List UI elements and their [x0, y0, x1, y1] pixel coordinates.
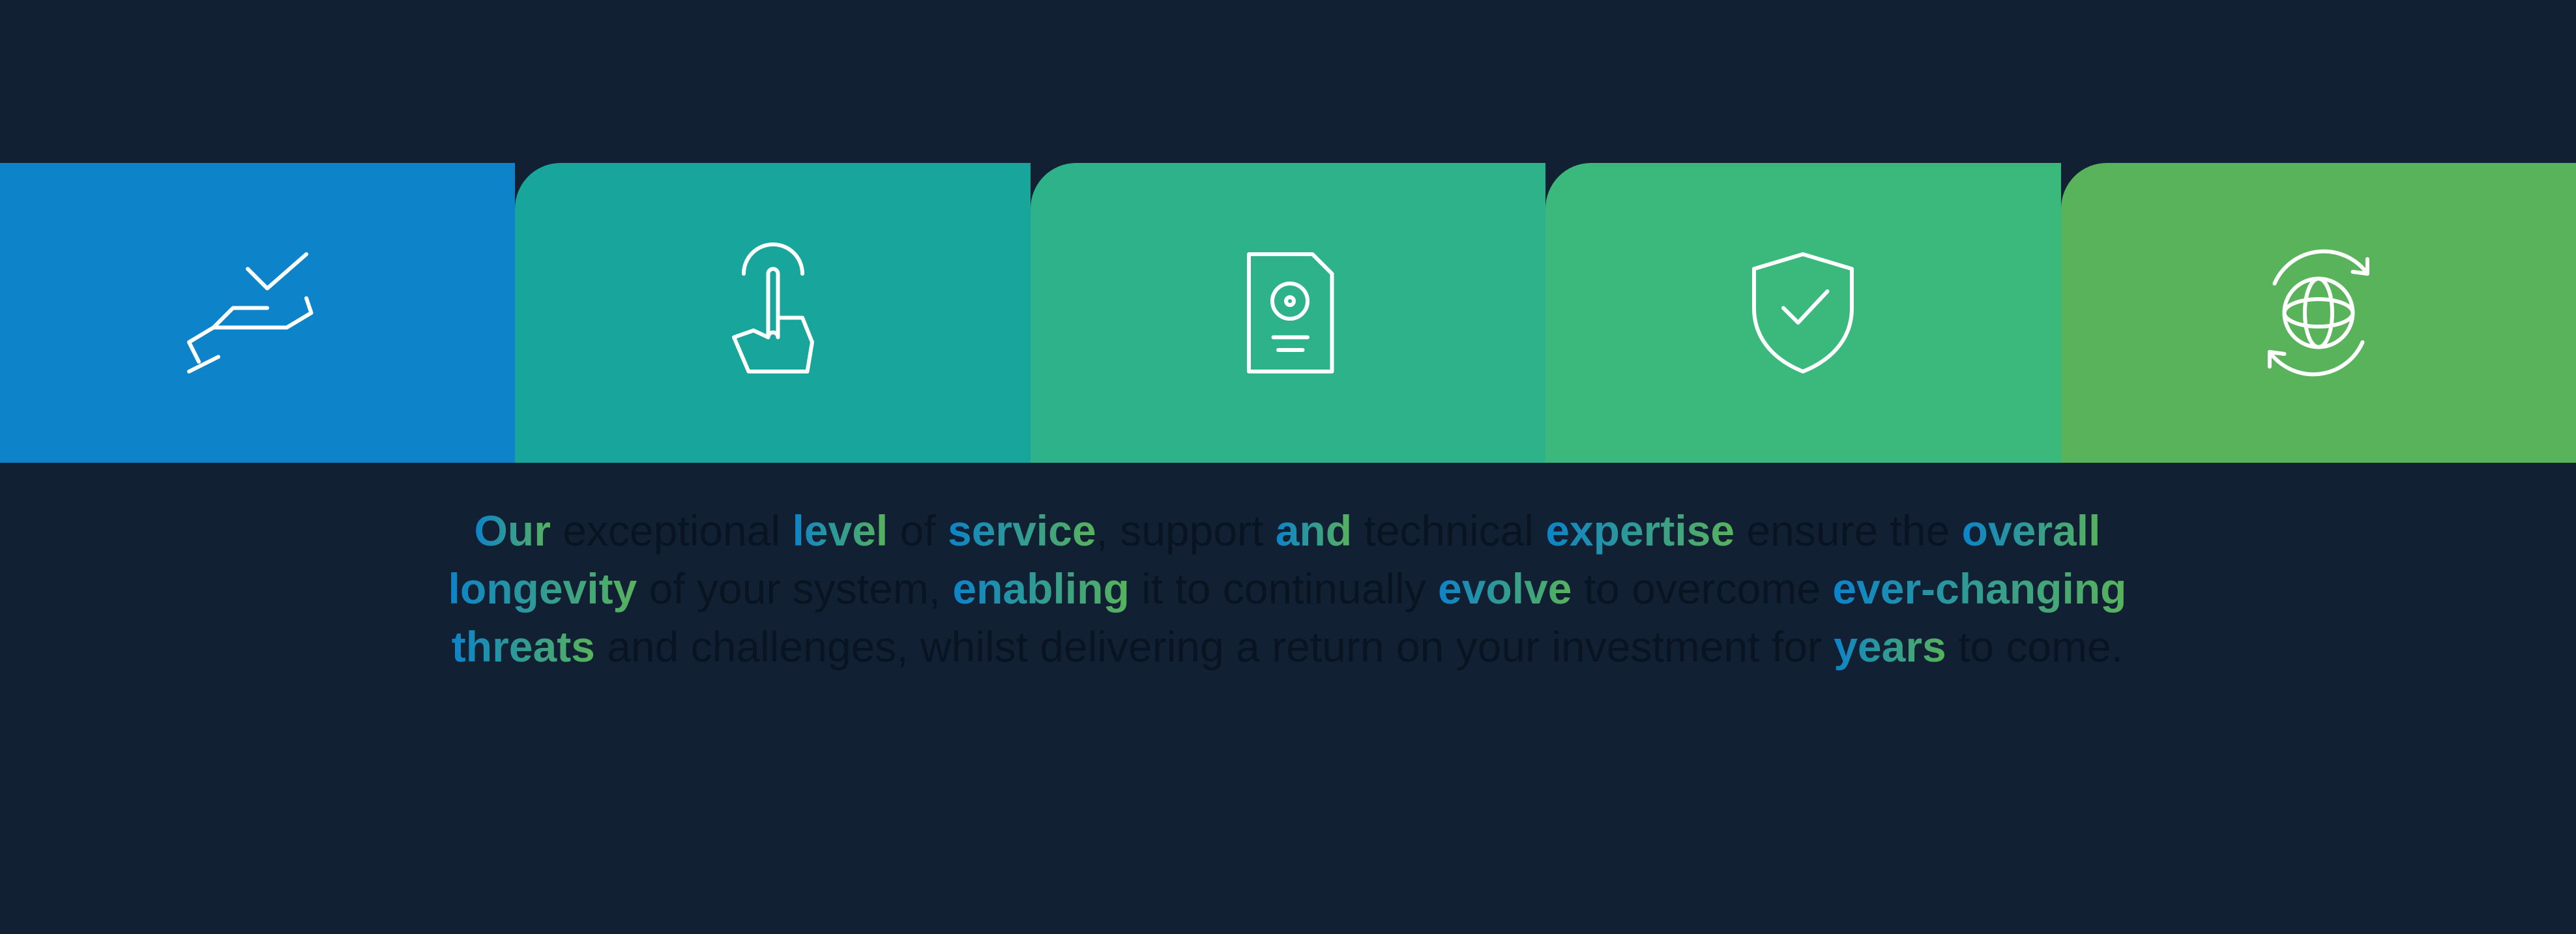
description-text: Our exceptional level of service, suppor… [257, 502, 2317, 676]
hand-check-icon [160, 215, 355, 411]
globe-cycle-icon [2221, 215, 2416, 411]
bottom-band [0, 737, 2576, 934]
touch-icon [675, 215, 871, 411]
feature-card-3 [1031, 163, 1545, 463]
feature-card-4 [1545, 163, 2060, 463]
description-line-2: longevity of your system, enabling it to… [257, 560, 2317, 618]
description-line-1: Our exceptional level of service, suppor… [257, 502, 2317, 560]
feature-card-1 [0, 163, 515, 463]
id-doc-icon [1190, 215, 1386, 411]
feature-card-5 [2061, 163, 2576, 463]
feature-cards-row [0, 163, 2576, 463]
feature-card-2 [515, 163, 1030, 463]
top-band [0, 0, 2576, 163]
description-line-3: threats and challenges, whilst deliverin… [257, 618, 2317, 676]
shield-check-icon [1705, 215, 1901, 411]
infographic-stage: Our exceptional level of service, suppor… [0, 0, 2576, 934]
